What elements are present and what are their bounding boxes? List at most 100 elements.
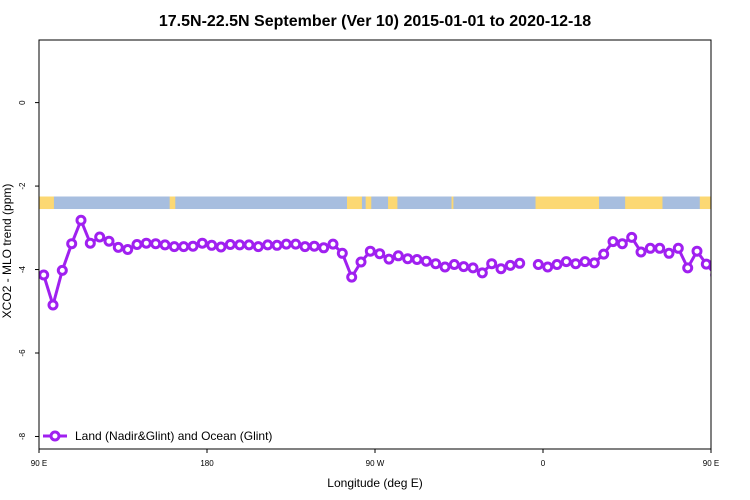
y-tick-label: -2 [18,182,27,190]
data-point [495,263,507,275]
data-point [616,238,628,250]
data-point [607,236,619,248]
data-point [663,247,675,259]
data-point [159,239,171,251]
data-point [308,240,320,252]
data-point [47,299,59,311]
data-point [355,256,367,268]
data-point [635,246,647,258]
data-point [579,256,591,268]
data-point [710,272,711,278]
data-point [56,264,68,276]
data-point [364,245,376,257]
data-point [672,242,684,254]
data-point [420,255,432,267]
data-point [721,301,729,309]
data-point [644,242,656,254]
data-point [740,240,748,248]
data-point [290,238,302,250]
data-point [66,238,78,250]
ocean-band [39,196,711,210]
data-point [383,253,395,265]
plot-frame [38,39,712,450]
data-point [598,248,610,260]
data-point [504,259,516,271]
data-point [411,254,423,265]
data-point [458,261,470,273]
data-point [392,250,404,262]
series-layer [39,214,748,311]
data-point [94,231,106,243]
data-point [150,238,162,250]
data-point [467,262,479,274]
land-segment [365,196,372,210]
legend-marker [49,430,61,442]
data-point [374,248,386,260]
legend: Land (Nadir&Glint) and Ocean (Glint) [43,429,272,443]
data-point [224,239,236,250]
data-point [588,257,600,269]
land-segment [39,196,51,210]
data-point [206,239,218,251]
x-axis: 90 E 180 90 W 0 90 E [31,449,719,468]
data-point [336,247,348,259]
data-point [131,239,143,250]
data-point [122,244,134,255]
data-point [402,253,414,265]
y-axis: 0 -2 -4 -6 -8 [18,100,39,440]
data-point [243,239,255,251]
data-point [84,237,96,249]
data-point [439,261,451,273]
land-segment [388,196,398,210]
land-segment [347,196,362,210]
data-point [262,239,274,251]
land-segment [46,196,54,210]
data-point [327,238,339,250]
land-segment [535,196,599,210]
x-tick-label: 180 [200,459,214,468]
data-point [187,240,199,252]
data-point [430,258,442,270]
data-point [75,214,87,226]
land-segment [699,196,711,210]
data-point [318,242,330,254]
data-point [112,241,124,253]
chart-title: 17.5N-22.5N September (Ver 10) 2015-01-0… [159,13,591,30]
data-point [234,239,246,251]
x-axis-label: Longitude (deg E) [327,476,422,490]
y-tick-label: -8 [18,432,27,440]
land-segment [625,196,663,210]
y-axis-label: XCO2 - MLO trend (ppm) [0,184,14,319]
x-tick-label: 0 [541,459,546,468]
data-point [140,237,152,249]
data-point [551,259,563,270]
surface-type-band [39,196,711,210]
data-point [532,259,544,270]
land-segment [451,196,454,210]
y-tick-label: 0 [18,100,27,105]
data-point [486,258,498,270]
data-point [271,239,283,251]
x-tick-label: 90 E [31,459,47,468]
data-point [626,231,638,243]
data-point [560,256,572,268]
data-point [730,266,738,274]
data-point [103,235,115,247]
data-point [280,238,292,250]
data-point [476,267,488,279]
data-point [700,258,711,270]
land-segment [169,196,176,210]
data-point [448,259,460,270]
x-tick-label: 90 E [703,459,719,468]
y-tick-label: -4 [18,265,27,273]
data-point [542,261,554,273]
data-point [299,241,311,253]
y-tick-label: -6 [18,349,27,357]
data-point [654,242,666,254]
data-point [691,245,703,257]
data-point [215,241,227,253]
data-point [178,241,190,253]
data-point [570,258,582,270]
data-point [168,241,180,253]
